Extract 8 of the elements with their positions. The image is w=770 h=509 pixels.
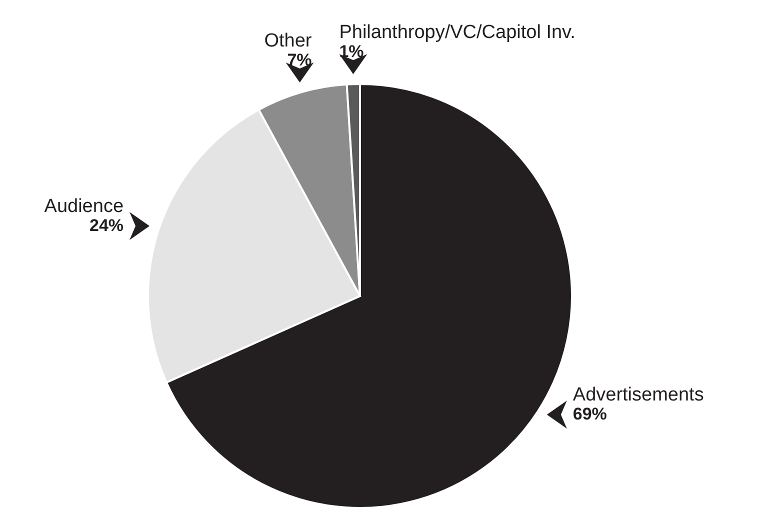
slice-label: Other bbox=[264, 30, 312, 52]
data-label: 7% bbox=[287, 50, 312, 70]
slice-label: Audience bbox=[44, 196, 124, 218]
data-label: 1% bbox=[339, 42, 364, 62]
slice-label: Advertisements bbox=[572, 384, 704, 406]
data-label: 69% bbox=[572, 404, 607, 424]
data-label: 24% bbox=[89, 216, 124, 236]
slice-label: Philanthropy/VC/Capitol Inv. bbox=[339, 22, 576, 44]
